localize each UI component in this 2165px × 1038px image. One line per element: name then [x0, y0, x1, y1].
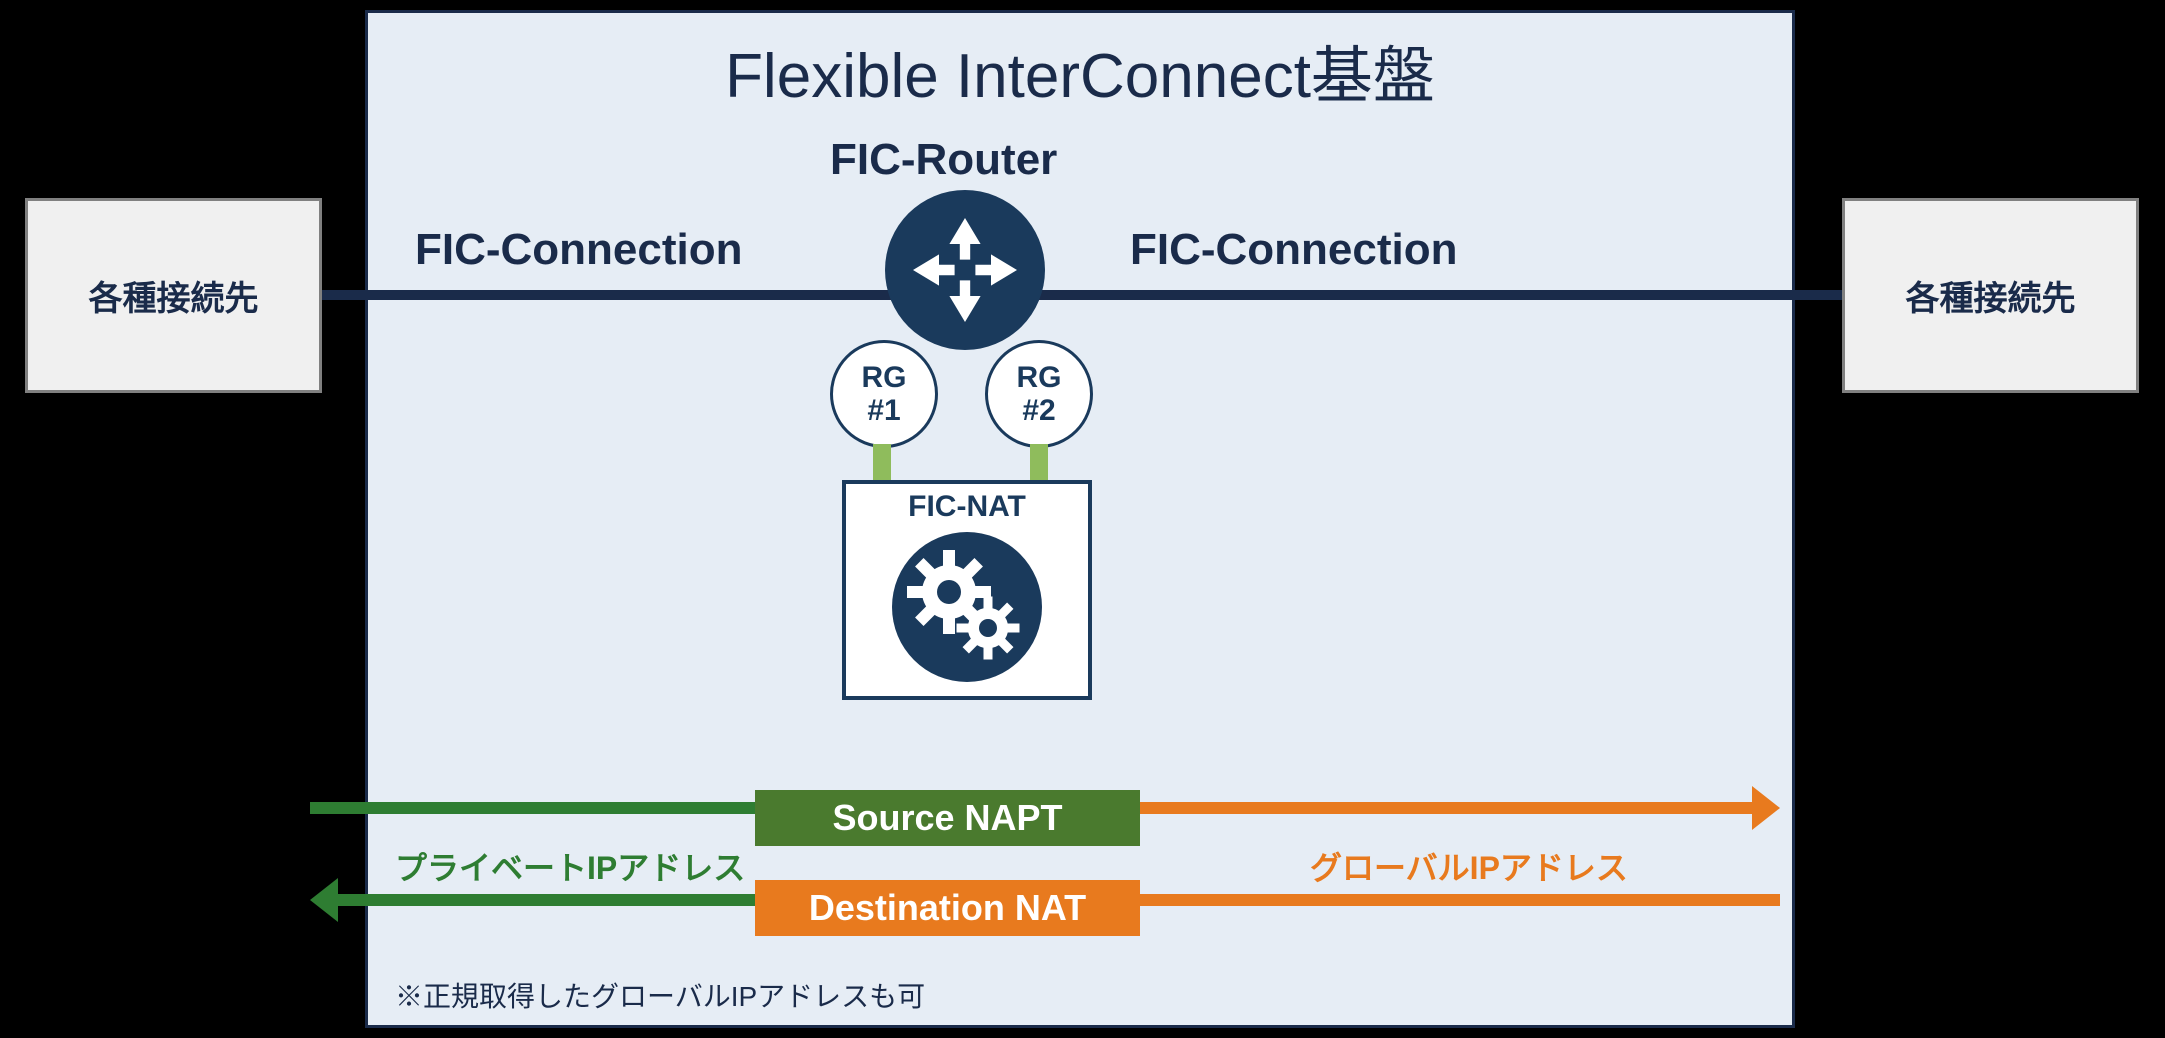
diagram-title: Flexible InterConnect基盤 — [365, 25, 1795, 115]
rg1-circle: RG #1 — [830, 340, 938, 448]
router-label: FIC-Router — [830, 135, 1057, 185]
source-napt-label: Source NAPT — [832, 797, 1062, 839]
connection-label-left: FIC-Connection — [415, 225, 743, 275]
endpoint-box-right: 各種接続先 — [1842, 198, 2139, 393]
dest-nat-bar: Destination NAT — [755, 880, 1140, 936]
endpoint-box-left: 各種接続先 — [25, 198, 322, 393]
rg2-label: RG #2 — [1017, 361, 1062, 427]
connection-line — [322, 290, 1842, 300]
endpoint-label-left: 各種接続先 — [89, 271, 259, 320]
rg1-label: RG #1 — [862, 361, 907, 427]
rg1-connector — [873, 444, 891, 484]
footnote: ※正規取得したグローバルIPアドレスも可 — [395, 975, 925, 1015]
rg2-connector — [1030, 444, 1048, 484]
endpoint-label-right: 各種接続先 — [1906, 271, 2076, 320]
nat-title: FIC-NAT — [908, 490, 1026, 524]
gear-icon — [892, 532, 1042, 682]
connection-label-right: FIC-Connection — [1130, 225, 1458, 275]
global-ip-label: グローバルIPアドレス — [1310, 843, 1628, 889]
private-ip-label: プライベートIPアドレス — [395, 843, 745, 889]
rg2-circle: RG #2 — [985, 340, 1093, 448]
nat-box: FIC-NAT — [842, 480, 1092, 700]
source-napt-bar: Source NAPT — [755, 790, 1140, 846]
dest-nat-label: Destination NAT — [809, 887, 1086, 929]
router-icon — [885, 190, 1045, 350]
